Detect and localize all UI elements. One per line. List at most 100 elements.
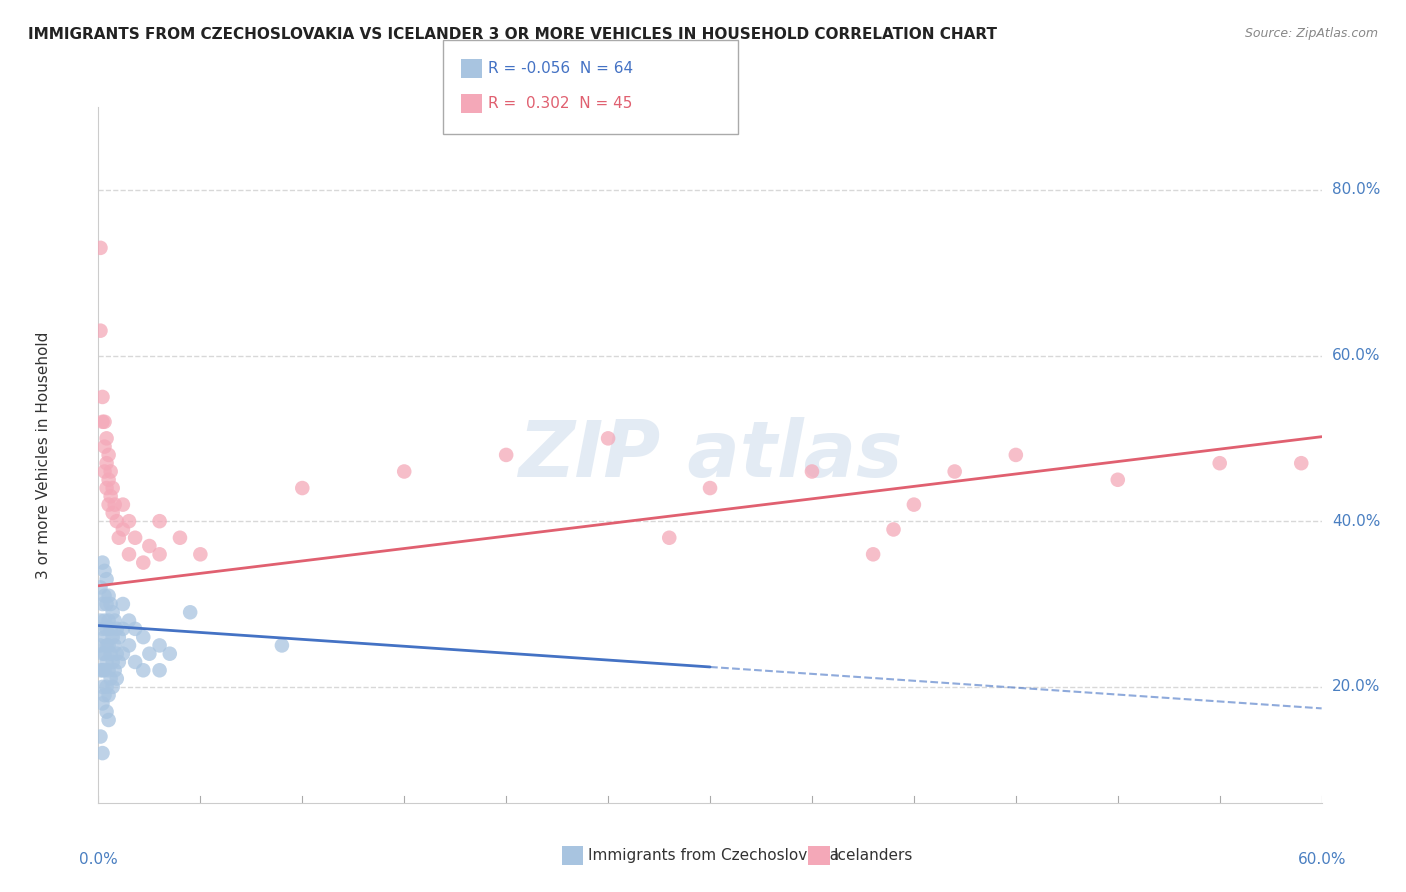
Point — [108, 655, 131, 669]
Point — [118, 514, 141, 528]
Point — [100, 672, 122, 686]
Point — [97, 498, 120, 512]
Point — [93, 688, 115, 702]
Point — [101, 605, 124, 619]
Text: 60.0%: 60.0% — [1298, 853, 1346, 868]
Point — [91, 556, 114, 570]
Point — [89, 663, 111, 677]
Text: Icelanders: Icelanders — [834, 848, 912, 863]
Point — [179, 605, 201, 619]
Point — [97, 614, 120, 628]
Point — [118, 547, 141, 561]
Point — [93, 663, 115, 677]
Point — [93, 465, 115, 479]
Point — [883, 523, 905, 537]
Point — [93, 440, 115, 454]
Point — [105, 514, 128, 528]
Point — [132, 556, 155, 570]
Point — [96, 431, 118, 445]
Point — [96, 597, 118, 611]
Point — [862, 547, 884, 561]
Point — [97, 589, 120, 603]
Text: 40.0%: 40.0% — [1331, 514, 1381, 529]
Point — [108, 630, 131, 644]
Point — [104, 663, 127, 677]
Point — [101, 655, 124, 669]
Point — [149, 663, 172, 677]
Point — [96, 639, 118, 653]
Point — [104, 614, 127, 628]
Text: R = -0.056  N = 64: R = -0.056 N = 64 — [488, 62, 633, 76]
Point — [101, 680, 124, 694]
Point — [699, 481, 721, 495]
Point — [101, 630, 124, 644]
Point — [658, 531, 681, 545]
Point — [96, 622, 118, 636]
Point — [96, 655, 118, 669]
Point — [91, 697, 114, 711]
Point — [124, 655, 146, 669]
Point — [89, 324, 111, 338]
Point — [101, 481, 124, 495]
Point — [801, 465, 824, 479]
Point — [96, 481, 118, 495]
Point — [169, 531, 191, 545]
Point — [91, 680, 114, 694]
Text: 60.0%: 60.0% — [1331, 348, 1381, 363]
Point — [100, 597, 122, 611]
Point — [104, 498, 127, 512]
Text: Source: ZipAtlas.com: Source: ZipAtlas.com — [1244, 27, 1378, 40]
Text: ZIP atlas: ZIP atlas — [517, 417, 903, 493]
Point — [91, 597, 114, 611]
Point — [97, 713, 120, 727]
Point — [91, 647, 114, 661]
Point — [101, 506, 124, 520]
Point — [111, 523, 134, 537]
Point — [105, 672, 128, 686]
Point — [1107, 473, 1129, 487]
Point — [149, 639, 172, 653]
Text: 80.0%: 80.0% — [1331, 182, 1381, 197]
Point — [100, 647, 122, 661]
Point — [89, 241, 111, 255]
Point — [111, 647, 134, 661]
Point — [93, 589, 115, 603]
Point — [96, 705, 118, 719]
Point — [132, 663, 155, 677]
Point — [138, 647, 160, 661]
Point — [97, 639, 120, 653]
Point — [598, 431, 620, 445]
Text: Immigrants from Czechoslovakia: Immigrants from Czechoslovakia — [588, 848, 839, 863]
Text: 20.0%: 20.0% — [1331, 680, 1381, 694]
Point — [132, 630, 155, 644]
Point — [149, 514, 172, 528]
Point — [1291, 456, 1313, 470]
Point — [96, 456, 118, 470]
Point — [105, 647, 128, 661]
Point — [124, 531, 146, 545]
Point — [97, 473, 120, 487]
Point — [93, 614, 115, 628]
Point — [100, 465, 122, 479]
Point — [91, 746, 114, 760]
Point — [108, 531, 131, 545]
Point — [118, 639, 141, 653]
Point — [97, 663, 120, 677]
Point — [93, 647, 115, 661]
Point — [495, 448, 517, 462]
Point — [149, 547, 172, 561]
Point — [89, 614, 111, 628]
Point — [89, 639, 111, 653]
Point — [91, 415, 114, 429]
Point — [104, 639, 127, 653]
Point — [93, 415, 115, 429]
Point — [100, 489, 122, 503]
Point — [89, 730, 111, 744]
Point — [138, 539, 160, 553]
Point — [124, 622, 146, 636]
Text: IMMIGRANTS FROM CZECHOSLOVAKIA VS ICELANDER 3 OR MORE VEHICLES IN HOUSEHOLD CORR: IMMIGRANTS FROM CZECHOSLOVAKIA VS ICELAN… — [28, 27, 997, 42]
Point — [291, 481, 314, 495]
Point — [1004, 448, 1026, 462]
Point — [91, 663, 114, 677]
Point — [96, 572, 118, 586]
